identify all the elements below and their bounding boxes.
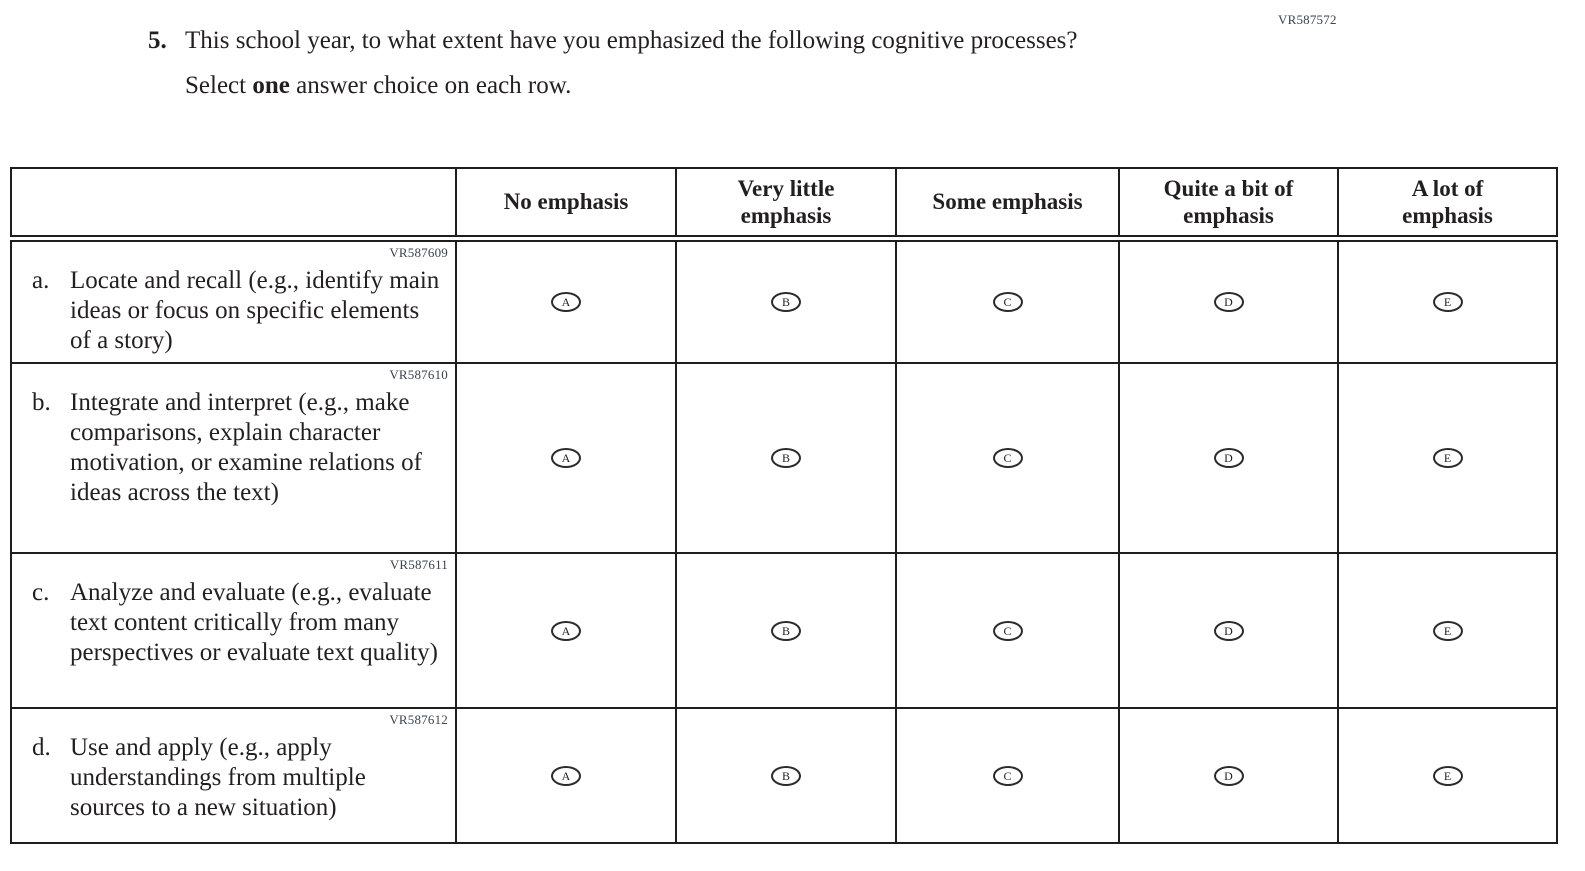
answer-cell: C bbox=[895, 362, 1120, 554]
header-row: No emphasis Very little emphasis Some em… bbox=[10, 167, 1558, 242]
answer-bubble-d[interactable]: D bbox=[1213, 448, 1244, 468]
item-letter: c. bbox=[32, 579, 50, 606]
form-code: VR587572 bbox=[1278, 12, 1337, 27]
answer-cell: C bbox=[895, 237, 1120, 364]
answer-bubble-b[interactable]: B bbox=[771, 620, 801, 641]
answer-cell: C bbox=[895, 552, 1120, 709]
answer-cell: E bbox=[1337, 552, 1558, 709]
answer-bubble-d[interactable]: D bbox=[1213, 291, 1244, 312]
question-block: 5. This school year, to what extent have… bbox=[148, 24, 1148, 102]
column-header-quite-a-bit-of-emphasis: Quite a bit of emphasis bbox=[1118, 167, 1339, 242]
item-text: Locate and recall (e.g., identify main i… bbox=[70, 266, 440, 354]
answer-cell: B bbox=[675, 362, 897, 554]
item-label-cell: VR587609 a. Locate and recall (e.g., ide… bbox=[10, 237, 457, 364]
answer-matrix-table: No emphasis Very little emphasis Some em… bbox=[10, 167, 1558, 844]
answer-bubble-d[interactable]: D bbox=[1213, 765, 1244, 786]
table-row: VR587609 a. Locate and recall (e.g., ide… bbox=[10, 237, 1558, 364]
answer-bubble-a[interactable]: A bbox=[551, 765, 581, 786]
column-header-a-lot-of-emphasis: A lot of emphasis bbox=[1337, 167, 1558, 242]
item-label-cell: VR587610 b. Integrate and interpret (e.g… bbox=[10, 362, 457, 554]
answer-cell: A bbox=[455, 552, 677, 709]
answer-bubble-d[interactable]: D bbox=[1213, 620, 1244, 641]
answer-bubble-e[interactable]: E bbox=[1432, 448, 1463, 468]
answer-cell: D bbox=[1118, 362, 1339, 554]
item-letter: d. bbox=[32, 734, 51, 761]
answer-bubble-c[interactable]: C bbox=[992, 448, 1023, 468]
table-row: VR587612 d. Use and apply (e.g., apply u… bbox=[10, 707, 1558, 844]
answer-cell: D bbox=[1118, 707, 1339, 844]
item-letter: a. bbox=[32, 266, 50, 294]
answer-cell: D bbox=[1118, 237, 1339, 364]
answer-cell: A bbox=[455, 707, 677, 844]
answer-cell: B bbox=[675, 237, 897, 364]
answer-bubble-a[interactable]: A bbox=[551, 291, 581, 312]
matrix-corner-cell bbox=[10, 167, 457, 242]
row-vr-code: VR587612 bbox=[389, 712, 448, 727]
answer-cell: E bbox=[1337, 707, 1558, 844]
answer-bubble-e[interactable]: E bbox=[1432, 291, 1463, 312]
answer-bubble-c[interactable]: C bbox=[992, 620, 1023, 641]
row-vr-code: VR587610 bbox=[389, 367, 448, 382]
instruction-suffix: answer choice on each row. bbox=[289, 72, 572, 99]
answer-bubble-c[interactable]: C bbox=[992, 291, 1023, 312]
answer-cell: C bbox=[895, 707, 1120, 844]
item-letter: b. bbox=[32, 389, 51, 416]
answer-cell: A bbox=[455, 362, 677, 554]
answer-cell: A bbox=[455, 237, 677, 364]
answer-bubble-a[interactable]: A bbox=[551, 620, 581, 641]
answer-bubble-b[interactable]: B bbox=[771, 448, 801, 468]
question-instruction: Select one answer choice on each row. bbox=[185, 69, 1125, 102]
item-text: Use and apply (e.g., apply understanding… bbox=[70, 734, 366, 821]
answer-bubble-b[interactable]: B bbox=[771, 291, 801, 312]
answer-cell: B bbox=[675, 707, 897, 844]
answer-bubble-c[interactable]: C bbox=[992, 765, 1023, 786]
answer-cell: E bbox=[1337, 237, 1558, 364]
row-vr-code: VR587609 bbox=[389, 244, 448, 260]
answer-bubble-a[interactable]: A bbox=[551, 448, 581, 468]
answer-cell: B bbox=[675, 552, 897, 709]
row-vr-code: VR587611 bbox=[389, 557, 448, 572]
answer-bubble-e[interactable]: E bbox=[1432, 620, 1463, 641]
instruction-bold: one bbox=[252, 72, 290, 99]
column-header-no-emphasis: No emphasis bbox=[455, 167, 677, 242]
item-label-cell: VR587612 d. Use and apply (e.g., apply u… bbox=[10, 707, 457, 844]
answer-cell: D bbox=[1118, 552, 1339, 709]
answer-cell: E bbox=[1337, 362, 1558, 554]
item-text: Analyze and evaluate (e.g., evaluate tex… bbox=[70, 579, 438, 666]
answer-bubble-b[interactable]: B bbox=[771, 765, 801, 786]
column-header-very-little-emphasis: Very little emphasis bbox=[675, 167, 897, 242]
table-row: VR587610 b. Integrate and interpret (e.g… bbox=[10, 362, 1558, 554]
question-text: This school year, to what extent have yo… bbox=[185, 27, 1078, 54]
column-header-some-emphasis: Some emphasis bbox=[895, 167, 1120, 242]
instruction-prefix: Select bbox=[185, 72, 253, 99]
answer-bubble-e[interactable]: E bbox=[1432, 765, 1463, 786]
table-row: VR587611 c. Analyze and evaluate (e.g., … bbox=[10, 552, 1558, 709]
question-number: 5. bbox=[148, 27, 167, 54]
item-label-cell: VR587611 c. Analyze and evaluate (e.g., … bbox=[10, 552, 457, 709]
item-text: Integrate and interpret (e.g., make comp… bbox=[70, 389, 422, 506]
